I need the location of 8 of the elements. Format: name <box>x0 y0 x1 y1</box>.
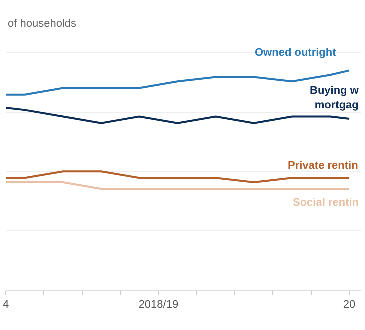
y-axis-title: of households <box>8 18 77 30</box>
series-label: Owned outright <box>255 47 337 59</box>
series-label: Private rentin <box>288 160 359 172</box>
x-tick-label: 4 <box>2 299 10 312</box>
series-label: Social rentin <box>293 197 360 209</box>
x-tick-label: 20 <box>343 299 356 312</box>
series-label: Buying w mortgag <box>310 85 360 112</box>
x-tick-label: 2018/19 <box>138 299 179 312</box>
